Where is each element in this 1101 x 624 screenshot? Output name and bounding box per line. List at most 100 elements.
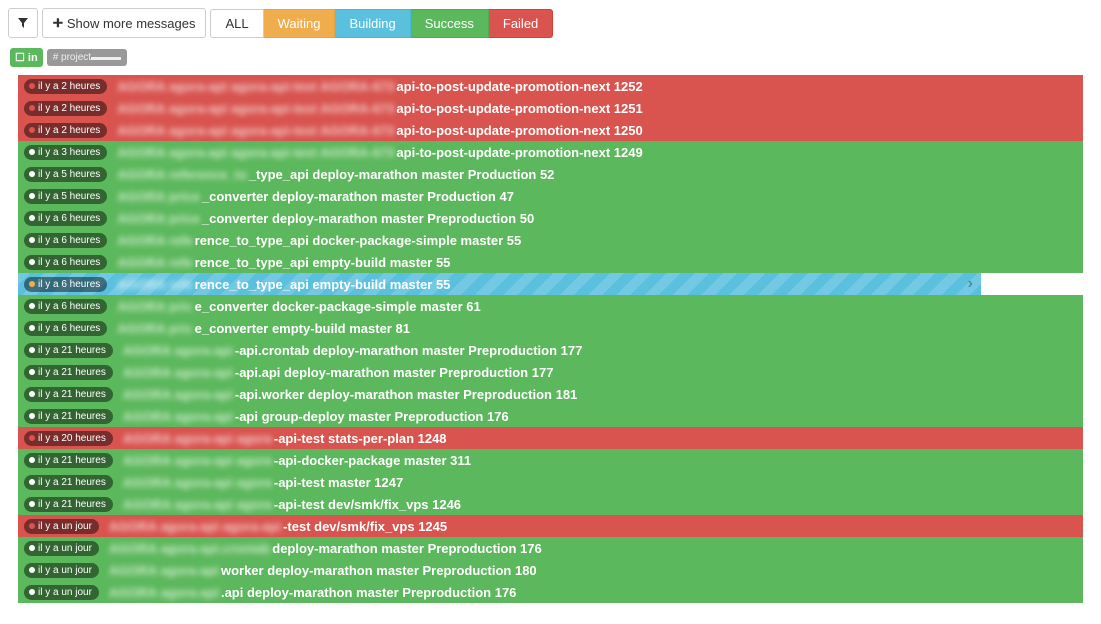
time-pill: il y a 21 heures xyxy=(24,387,113,402)
build-row[interactable]: il y a un jour AGORA agora-api.crontab de… xyxy=(18,537,1083,559)
build-title: _type_api deploy-marathon master Product… xyxy=(249,167,555,182)
build-title: -api.worker deploy-marathon master Prepr… xyxy=(235,387,577,402)
build-blurred-prefix: AGORA agora-api xyxy=(123,365,233,380)
build-blurred-prefix: AGORA reference_to xyxy=(117,167,247,182)
build-row[interactable]: il y a 5 heures AGORA price_converter dep… xyxy=(18,185,1083,207)
build-title: rence_to_type_api docker-package-simple … xyxy=(195,233,522,248)
build-title: api-to-post-update-promotion-next 1250 xyxy=(396,123,642,138)
time-pill: il y a 21 heures xyxy=(24,475,113,490)
build-row[interactable]: il y a 6 heuresAGORA price_converter emp… xyxy=(18,317,1083,339)
build-title: rence_to_type_api empty-build master 55 xyxy=(195,255,451,270)
time-pill: il y a 2 heures xyxy=(24,123,107,138)
build-title: e_converter empty-build master 81 xyxy=(195,321,410,336)
build-title: api-to-post-update-promotion-next 1249 xyxy=(396,145,642,160)
time-pill: il y a 6 heures xyxy=(24,277,107,292)
time-pill: il y a 6 heures xyxy=(24,255,107,270)
build-row[interactable]: il y a 2 heuresAGORA agora-api agora-api… xyxy=(18,75,1083,97)
build-row[interactable]: il y a un jourAGORA agora-api.api deploy… xyxy=(18,581,1083,603)
show-more-button[interactable]: ➕︎ Show more messages xyxy=(42,8,206,38)
build-blurred-prefix: AGORA agora-api xyxy=(123,343,233,358)
build-title: worker deploy-marathon master Preproduct… xyxy=(221,563,537,578)
plus-icon: ➕︎ xyxy=(53,15,63,31)
time-pill: il y a 6 heures xyxy=(24,211,107,226)
build-title: _converter deploy-marathon master Produc… xyxy=(202,189,514,204)
time-pill: il y a 5 heures xyxy=(24,167,107,182)
build-title: -api group-deploy master Preproduction 1… xyxy=(235,409,509,424)
build-title: .api deploy-marathon master Preproductio… xyxy=(221,585,516,600)
build-blurred-prefix: AGORA agora-api xyxy=(109,585,219,600)
funnel-icon xyxy=(18,18,28,28)
tab-all[interactable]: ALL xyxy=(210,9,263,38)
build-blurred-prefix: AGORA price xyxy=(117,189,200,204)
build-title: -api.api deploy-marathon master Preprodu… xyxy=(235,365,554,380)
build-row[interactable]: il y a 21 heuresAGORA agora-api agora-ap… xyxy=(18,449,1083,471)
time-pill: il y a 21 heures xyxy=(24,365,113,380)
time-pill: il y a 6 heures xyxy=(24,233,107,248)
in-badge[interactable]: ☐ in xyxy=(10,48,43,67)
build-row[interactable]: il y a 3 heuresAGORA agora-api agora-api… xyxy=(18,141,1083,163)
build-title: deploy-marathon master Preproduction 176 xyxy=(272,541,541,556)
time-pill: il y a 5 heures xyxy=(24,189,107,204)
build-blurred-prefix: AGORA agora-api agora xyxy=(123,475,272,490)
build-blurred-prefix: AGORA refe xyxy=(117,233,192,248)
build-row[interactable]: il y a 21 heuresAGORA agora-api agora-ap… xyxy=(18,471,1083,493)
build-title: api-to-post-update-promotion-next 1251 xyxy=(396,101,642,116)
build-row[interactable]: il y a 21 heures AGORA agora-api-api.work… xyxy=(18,383,1083,405)
build-blurred-prefix: AGORA agora-api xyxy=(123,387,233,402)
time-pill: il y a un jour xyxy=(24,541,99,556)
build-blurred-prefix: AGORA pric xyxy=(117,299,192,314)
build-title: _converter deploy-marathon master Prepro… xyxy=(202,211,534,226)
time-pill: il y a 3 heures xyxy=(24,145,107,160)
build-blurred-prefix: AGORA agora-api agora-api-test AGORA-673 xyxy=(117,123,394,138)
time-pill: il y a 6 heures xyxy=(24,321,107,336)
filter-button[interactable] xyxy=(8,8,38,38)
build-title: -api.crontab deploy-marathon master Prep… xyxy=(235,343,582,358)
build-row[interactable]: il y a 21 heures AGORA agora-api-api.api … xyxy=(18,361,1083,383)
project-bar: ☐ in # project▬▬▬ xyxy=(0,46,1101,75)
tab-waiting[interactable]: Waiting xyxy=(264,9,336,38)
time-pill: il y a 6 heures xyxy=(24,299,107,314)
build-blurred-prefix: AGORA agora-api agora-api-test AGORA-673 xyxy=(117,101,394,116)
build-row[interactable]: il y a 6 heures AGORA price_converter doc… xyxy=(18,295,1083,317)
build-title: e_converter docker-package-simple master… xyxy=(195,299,481,314)
build-row[interactable]: il y a 6 heures AGORA reference_to_type_a… xyxy=(18,273,1083,295)
time-pill: il y a 20 heures xyxy=(24,431,113,446)
build-blurred-prefix: AGORA agora-api xyxy=(123,409,233,424)
build-blurred-prefix: AGORA agora-api xyxy=(109,563,219,578)
tab-success[interactable]: Success xyxy=(411,9,489,38)
build-row[interactable]: il y a 5 heures AGORA reference_to_type_a… xyxy=(18,163,1083,185)
build-blurred-prefix: AGORA agora-api agora-api-test AGORA-673 xyxy=(117,79,394,94)
time-pill: il y a un jour xyxy=(24,563,99,578)
chevron-right-icon: › xyxy=(968,273,973,295)
build-row[interactable]: il y a 6 heures AGORA reference_to_type_a… xyxy=(18,229,1083,251)
build-row[interactable]: il y a 6 heures AGORA reference_to_type_a… xyxy=(18,251,1083,273)
build-title: api-to-post-update-promotion-next 1252 xyxy=(396,79,642,94)
time-pill: il y a 21 heures xyxy=(24,497,113,512)
project-badge[interactable]: # project▬▬▬ xyxy=(47,49,127,66)
build-blurred-prefix: AGORA agora-api agora xyxy=(123,453,272,468)
build-blurred-prefix: AGORA refe xyxy=(117,255,192,270)
build-blurred-prefix: AGORA agora-api.crontab xyxy=(109,541,270,556)
time-pill: il y a un jour xyxy=(24,519,99,534)
build-row[interactable]: il y a 2 heures AGORA agora-api agora-api… xyxy=(18,97,1083,119)
build-row[interactable]: il y a 21 heuresAGORA agora-api agora-ap… xyxy=(18,493,1083,515)
build-title: -test dev/smk/fix_vps 1245 xyxy=(283,519,447,534)
build-blurred-prefix: AGORA refe xyxy=(117,277,192,292)
time-pill: il y a 21 heures xyxy=(24,409,113,424)
build-row[interactable]: il y a 2 heures AGORA agora-api agora-api… xyxy=(18,119,1083,141)
build-blurred-prefix: AGORA price xyxy=(117,211,200,226)
tab-building[interactable]: Building xyxy=(335,9,410,38)
build-row[interactable]: il y a 20 heuresAGORA agora-api agora-ap… xyxy=(18,427,1083,449)
build-row[interactable]: il y a un jour AGORA agora-api worker dep… xyxy=(18,559,1083,581)
build-row[interactable]: il y a un jourAGORA agora-api agora-api-… xyxy=(18,515,1083,537)
build-row[interactable]: il y a 21 heures AGORA agora-api-api grou… xyxy=(18,405,1083,427)
build-title: -api-docker-package master 311 xyxy=(274,453,471,468)
build-blurred-prefix: AGORA agora-api agora xyxy=(123,431,272,446)
time-pill: il y a 2 heures xyxy=(24,101,107,116)
tab-failed[interactable]: Failed xyxy=(489,9,553,38)
build-title: rence_to_type_api empty-build master 55 xyxy=(195,277,451,292)
build-row[interactable]: il y a 6 heures AGORA price_converter dep… xyxy=(18,207,1083,229)
build-list: il y a 2 heuresAGORA agora-api agora-api… xyxy=(0,75,1101,603)
time-pill: il y a 21 heures xyxy=(24,343,113,358)
build-row[interactable]: il y a 21 heures AGORA agora-api-api.cron… xyxy=(18,339,1083,361)
